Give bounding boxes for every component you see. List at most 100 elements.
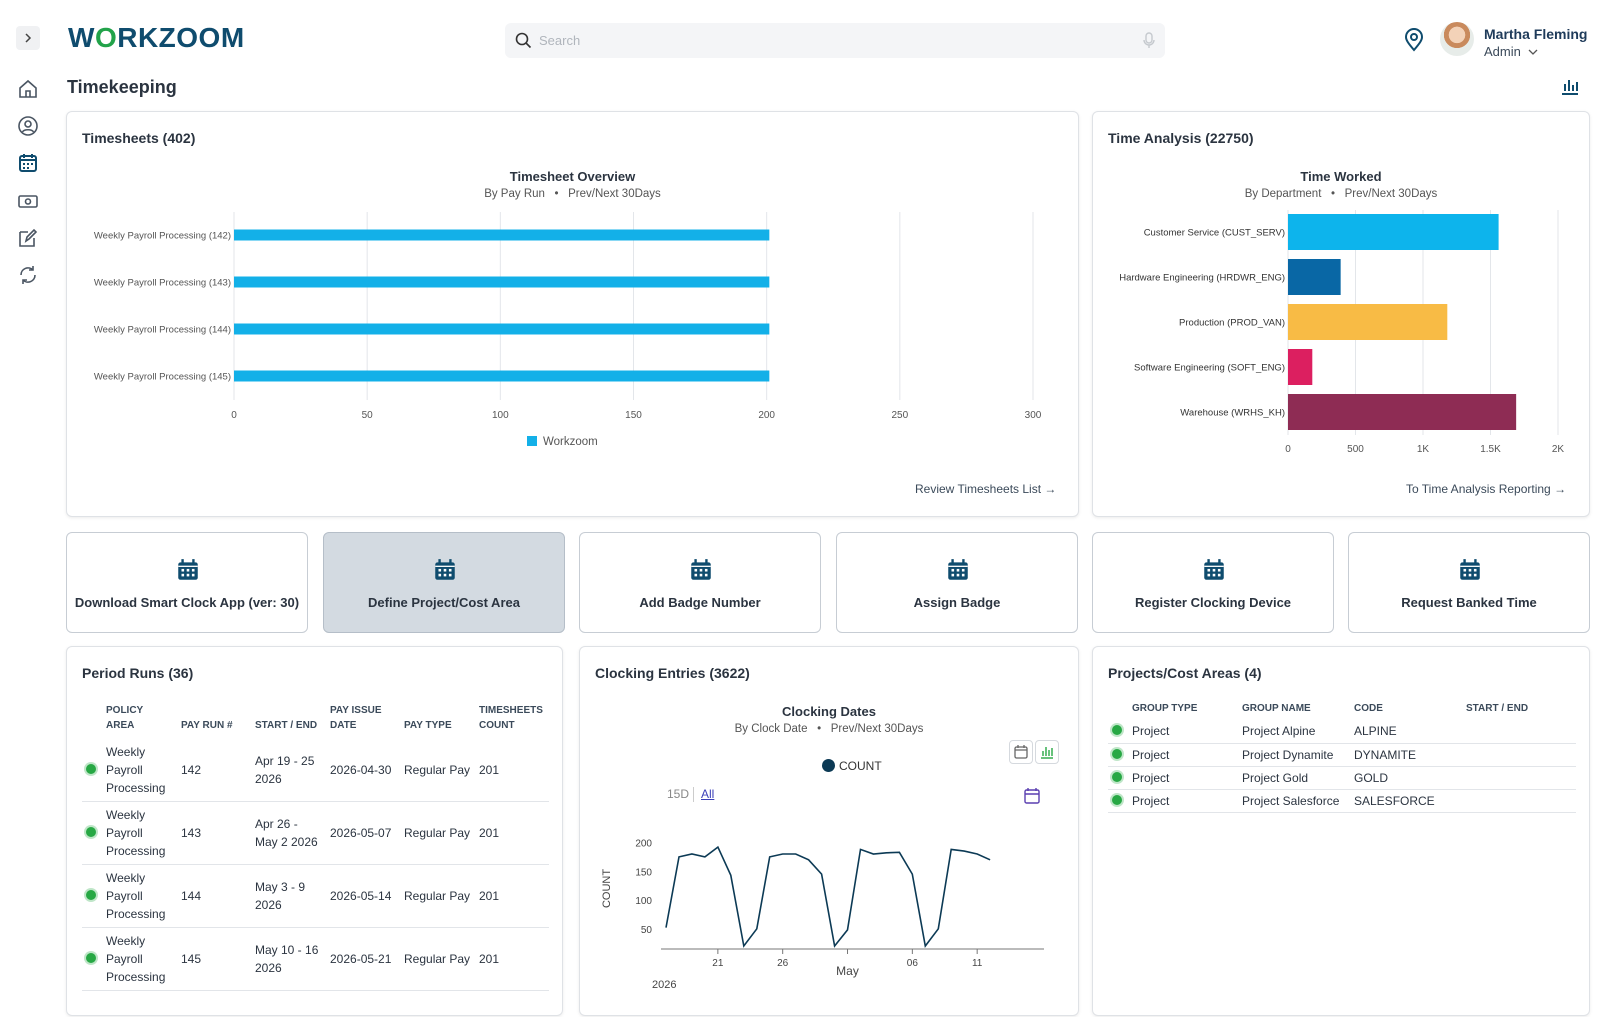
bar-chart-icon[interactable] — [1560, 76, 1580, 96]
assign-badge-tile[interactable]: Assign Badge — [836, 532, 1078, 633]
chart-view-button[interactable] — [1035, 740, 1059, 764]
timesheets-count: 201 — [475, 739, 549, 802]
x-tick-label: 21 — [712, 958, 724, 969]
calendar-view-button[interactable] — [1009, 740, 1033, 764]
timesheets-title: Timesheets (402) — [82, 130, 196, 146]
user-role-dropdown[interactable]: Admin — [1484, 44, 1538, 59]
code: DYNAMITE — [1350, 743, 1462, 767]
time-worked-chart-subtitle: By Department • Prev/Next 30Days — [1244, 188, 1438, 200]
timekeeping-nav[interactable] — [16, 151, 40, 175]
policy-area: Weekly Payroll Processing — [102, 801, 177, 865]
workzoom-logo[interactable]: WORKZOOM — [68, 22, 245, 53]
sync-nav[interactable] — [16, 263, 40, 287]
x-tick-label: 1K — [1417, 444, 1430, 455]
x-tick-label: 26 — [777, 958, 789, 969]
clocking-entries-card: Clocking Entries (3622) Clocking Dates B… — [579, 646, 1079, 1016]
range-all-button[interactable]: All — [701, 787, 715, 801]
y-tick-label: Weekly Payroll Processing (142) — [94, 231, 231, 242]
register-clocking-device-tile[interactable]: Register Clocking Device — [1092, 532, 1334, 633]
status-dot — [1112, 771, 1122, 782]
chevron-right-icon — [25, 33, 32, 43]
profile-nav[interactable] — [16, 114, 40, 138]
y-tick-label: Customer Service (CUST_SERV) — [1144, 228, 1285, 239]
col-header[interactable]: START / END — [255, 720, 318, 731]
col-header[interactable]: GROUP NAME — [1242, 703, 1311, 714]
bar — [1288, 214, 1499, 250]
x-tick-label: 100 — [492, 410, 509, 421]
status-dot — [86, 764, 96, 774]
calendar-icon — [178, 559, 198, 580]
y-tick-label: Weekly Payroll Processing (143) — [94, 278, 231, 289]
timesheets-chart-subtitle: By Pay Run • Prev/Next 30Days — [484, 188, 661, 200]
download-smart-clock-tile[interactable]: Download Smart Clock App (ver: 30) — [66, 532, 308, 633]
pay-run: 145 — [177, 927, 251, 991]
table-row[interactable]: Project Project Gold GOLD — [1108, 766, 1576, 790]
table-row[interactable]: Weekly Payroll Processing 142 Apr 19 - 2… — [82, 739, 549, 802]
status-dot — [1112, 794, 1122, 805]
define-project-cost-area-tile[interactable]: Define Project/Cost Area — [323, 532, 565, 633]
col-header[interactable]: PAY TYPE — [404, 720, 452, 731]
projects-card: Projects/Cost Areas (4) GROUP TYPE GROUP… — [1092, 646, 1590, 1016]
review-timesheets-link[interactable]: Review Timesheets List → — [915, 482, 1057, 496]
col-header[interactable]: PAY RUN # — [181, 720, 233, 731]
table-row[interactable]: Weekly Payroll Processing 144 May 3 - 9 … — [82, 864, 549, 928]
chevron-down-icon — [1529, 49, 1538, 55]
avatar[interactable] — [1440, 22, 1474, 56]
col-header[interactable]: GROUP TYPE — [1132, 703, 1198, 714]
start-end — [1462, 766, 1576, 790]
bar — [234, 229, 770, 241]
timesheets-count: 201 — [475, 927, 549, 991]
x-tick-label: 2K — [1552, 444, 1565, 455]
expand-sidebar-button[interactable] — [16, 26, 40, 50]
tile-label: Register Clocking Device — [1134, 595, 1292, 610]
range-divider — [693, 787, 694, 802]
col-header[interactable]: TIMESHEETS COUNT — [479, 705, 543, 731]
bar — [234, 323, 770, 335]
request-banked-time-tile[interactable]: Request Banked Time — [1348, 532, 1590, 633]
year-label: 2026 — [652, 979, 676, 991]
col-header[interactable]: PAY ISSUE DATE — [330, 705, 382, 731]
y-tick-label: Production (PROD_VAN) — [1179, 318, 1285, 329]
col-header[interactable]: START / END — [1466, 703, 1529, 714]
start-end — [1462, 789, 1576, 813]
calendar-picker-icon[interactable] — [1023, 787, 1041, 805]
microphone-icon[interactable] — [1143, 32, 1155, 49]
search-input[interactable] — [539, 23, 1099, 58]
table-row[interactable]: Project Project Dynamite DYNAMITE — [1108, 743, 1576, 767]
group-name: Project Dynamite — [1238, 743, 1350, 767]
start-end — [1462, 743, 1576, 767]
table-row[interactable]: Project Project Alpine ALPINE — [1108, 720, 1576, 744]
user-name[interactable]: Martha Fleming — [1484, 26, 1588, 42]
col-header[interactable]: POLICY AREA — [106, 705, 144, 731]
tile-label: Request Banked Time — [1401, 595, 1537, 610]
table-row[interactable]: Weekly Payroll Processing 145 May 10 - 1… — [82, 927, 549, 991]
time-analysis-title: Time Analysis (22750) — [1108, 130, 1254, 146]
search-icon — [515, 32, 532, 49]
col-header[interactable]: CODE — [1354, 703, 1383, 714]
range-15d-button[interactable]: 15D — [667, 787, 690, 801]
timesheets-count: 201 — [475, 864, 549, 928]
calendar-outline-icon — [1014, 745, 1028, 759]
location-pin-icon[interactable] — [1404, 28, 1424, 52]
bar — [1288, 259, 1341, 295]
clocking-chart-title: Clocking Dates — [782, 704, 876, 719]
calendar-icon — [435, 559, 455, 580]
time-analysis-reporting-link[interactable]: To Time Analysis Reporting → — [1406, 482, 1567, 496]
period-runs-table: POLICY AREA PAY RUN # START / END PAY IS… — [82, 703, 549, 991]
user-role: Admin — [1484, 44, 1521, 59]
projects-title: Projects/Cost Areas (4) — [1108, 665, 1262, 681]
add-badge-number-tile[interactable]: Add Badge Number — [579, 532, 821, 633]
start-end — [1462, 720, 1576, 744]
x-tick-label: 500 — [1347, 444, 1364, 455]
home-nav[interactable] — [16, 77, 40, 101]
legend-marker — [822, 759, 835, 772]
y-tick-label: 100 — [635, 896, 652, 907]
page-title: Timekeeping — [67, 77, 177, 97]
table-row[interactable]: Weekly Payroll Processing 143 Apr 26 - M… — [82, 801, 549, 865]
edit-nav[interactable] — [16, 226, 40, 250]
table-row[interactable]: Project Project Salesforce SALESFORCE — [1108, 789, 1576, 813]
calendar-icon — [1204, 559, 1224, 580]
x-tick-label: 11 — [972, 958, 983, 969]
status-dot — [86, 890, 96, 900]
payroll-nav[interactable] — [16, 189, 40, 213]
